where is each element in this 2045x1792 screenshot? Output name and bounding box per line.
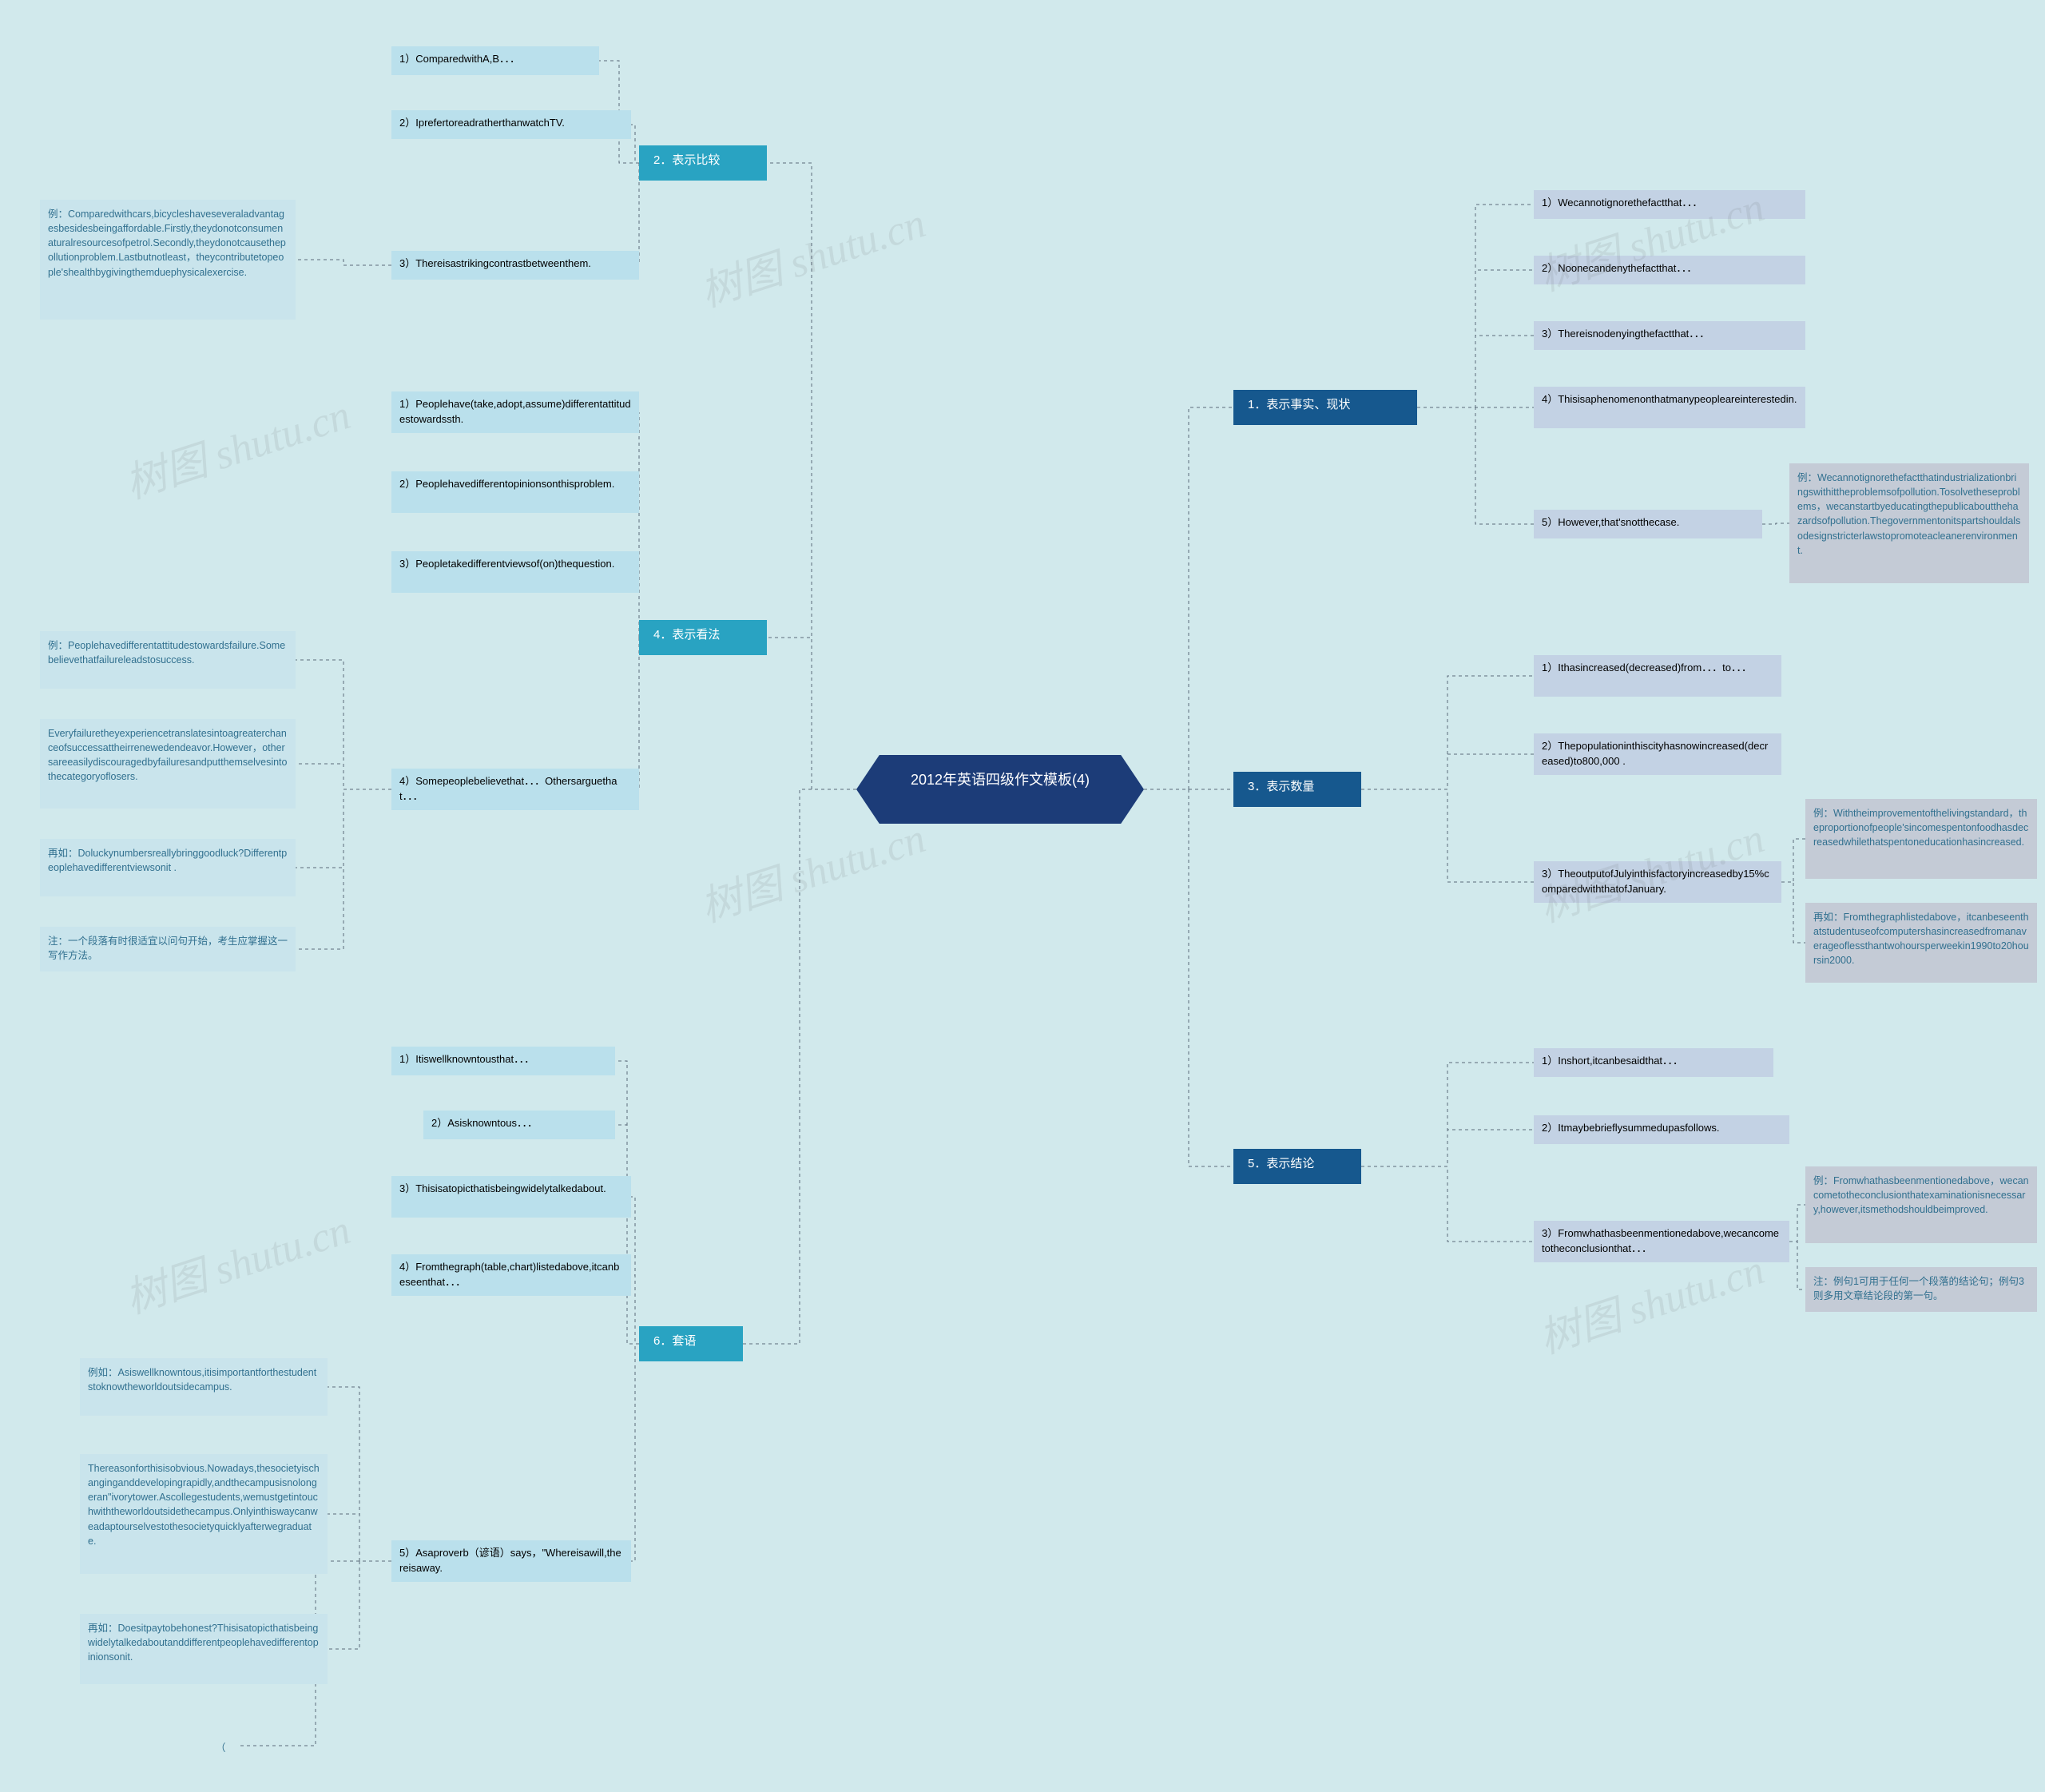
- note-b6l5-1: Thereasonforthisisobvious.Nowadays,theso…: [80, 1454, 328, 1574]
- note-b6l5-0: 例如：Asiswellknowntous,itisimportantforthe…: [80, 1358, 328, 1416]
- leaf-b3l3: 3）TheoutputofJulyinthisfactoryincreasedb…: [1534, 861, 1781, 903]
- leaf-b5l2: 2）Itmaybebrieflysummedupasfollows.: [1534, 1115, 1789, 1144]
- note-b5l3-0: 例：Fromwhathasbeenmentionedabove，wecancom…: [1805, 1166, 2037, 1243]
- leaf-b1l2: 2）Noonecandenythefactthat．．．: [1534, 256, 1805, 284]
- leaf-b3l2: 2）Thepopulationinthiscityhasnowincreased…: [1534, 733, 1781, 775]
- leaf-b2l1: 1）ComparedwithA,B．．．: [391, 46, 599, 75]
- leaf-b6l4: 4）Fromthegraph(table,chart)listedabove,i…: [391, 1254, 631, 1296]
- leaf-b6l5: 5）Asaproverb（谚语）says，"Whereisawill,there…: [391, 1540, 631, 1582]
- leaf-b4l1: 1）Peoplehave(take,adopt,assume)different…: [391, 391, 639, 433]
- note-b6l5-3: （: [208, 1734, 240, 1762]
- root-node: 2012年英语四级作文模板(4): [856, 755, 1144, 824]
- mindmap-canvas: 2012年英语四级作文模板(4) 1．表示事实、现状 1）Wecannotignor…: [0, 0, 2045, 1792]
- leaf-b4l2: 2）Peoplehavedifferentopinionsonthisprobl…: [391, 471, 639, 513]
- leaf-b1l4: 4）Thisisaphenomenonthatmanypeopleareinte…: [1534, 387, 1805, 428]
- leaf-b1l1: 1）Wecannotignorethefactthat．．．: [1534, 190, 1805, 219]
- leaf-b4l4: 4）Somepeoplebelievethat．．．Othersarguetha…: [391, 769, 639, 810]
- note-b3l3-1: 再如：Fromthegraphlistedabove，itcanbeseenth…: [1805, 903, 2037, 983]
- leaf-b6l3: 3）Thisisatopicthatisbeingwidelytalkedabo…: [391, 1176, 631, 1218]
- note-b2l3-0: 例：Comparedwithcars,bicycleshaveseveralad…: [40, 200, 296, 320]
- leaf-b4l3: 3）Peopletakedifferentviewsof(on)thequest…: [391, 551, 639, 593]
- note-b1l5-0: 例：Wecannotignorethefactthatindustrializa…: [1789, 463, 2029, 583]
- branch-b6: 6．套语: [639, 1326, 743, 1361]
- leaf-b5l1: 1）Inshort,itcanbesaidthat．．．: [1534, 1048, 1773, 1077]
- watermark: 树图 shutu.cn: [117, 381, 357, 510]
- leaf-b6l1: 1）Itiswellknowntousthat．．．: [391, 1047, 615, 1075]
- note-b5l3-1: 注：例句1可用于任何一个段落的结论句；例句3则多用文章结论段的第一句。: [1805, 1267, 2037, 1312]
- leaf-b2l2: 2）IprefertoreadratherthanwatchTV.: [391, 110, 631, 139]
- branch-b1: 1．表示事实、现状: [1233, 390, 1417, 425]
- leaf-b1l5: 5）However,that'snotthecase.: [1534, 510, 1762, 538]
- branch-b5: 5．表示结论: [1233, 1149, 1361, 1184]
- branch-b3: 3．表示数量: [1233, 772, 1361, 807]
- note-b4l4-3: 注：一个段落有时很适宜以问句开始，考生应掌握这一写作方法。: [40, 927, 296, 971]
- leaf-b5l3: 3）Fromwhathasbeenmentionedabove,wecancom…: [1534, 1221, 1789, 1262]
- leaf-b1l3: 3）Thereisnodenyingthefactthat．．．: [1534, 321, 1805, 350]
- note-b6l5-2: 再如：Doesitpaytobehonest?Thisisatopicthati…: [80, 1614, 328, 1684]
- branch-b2: 2．表示比较: [639, 145, 767, 181]
- note-b4l4-2: 再如：Doluckynumbersreallybringgoodluck?Dif…: [40, 839, 296, 896]
- leaf-b2l3: 3）Thereisastrikingcontrastbetweenthem.: [391, 251, 639, 280]
- note-b4l4-0: 例：Peoplehavedifferentattitudestowardsfai…: [40, 631, 296, 689]
- leaf-b6l2: 2）Asisknowntous．．．: [423, 1111, 615, 1139]
- note-b4l4-1: Everyfailuretheyexperiencetranslatesinto…: [40, 719, 296, 809]
- watermark: 树图 shutu.cn: [692, 189, 932, 318]
- branch-b4: 4．表示看法: [639, 620, 767, 655]
- note-b3l3-0: 例：Withtheimprovementofthelivingstandard，…: [1805, 799, 2037, 879]
- watermark: 树图 shutu.cn: [117, 1196, 357, 1325]
- leaf-b3l1: 1）Ithasincreased(decreased)from．．．to．．．: [1534, 655, 1781, 697]
